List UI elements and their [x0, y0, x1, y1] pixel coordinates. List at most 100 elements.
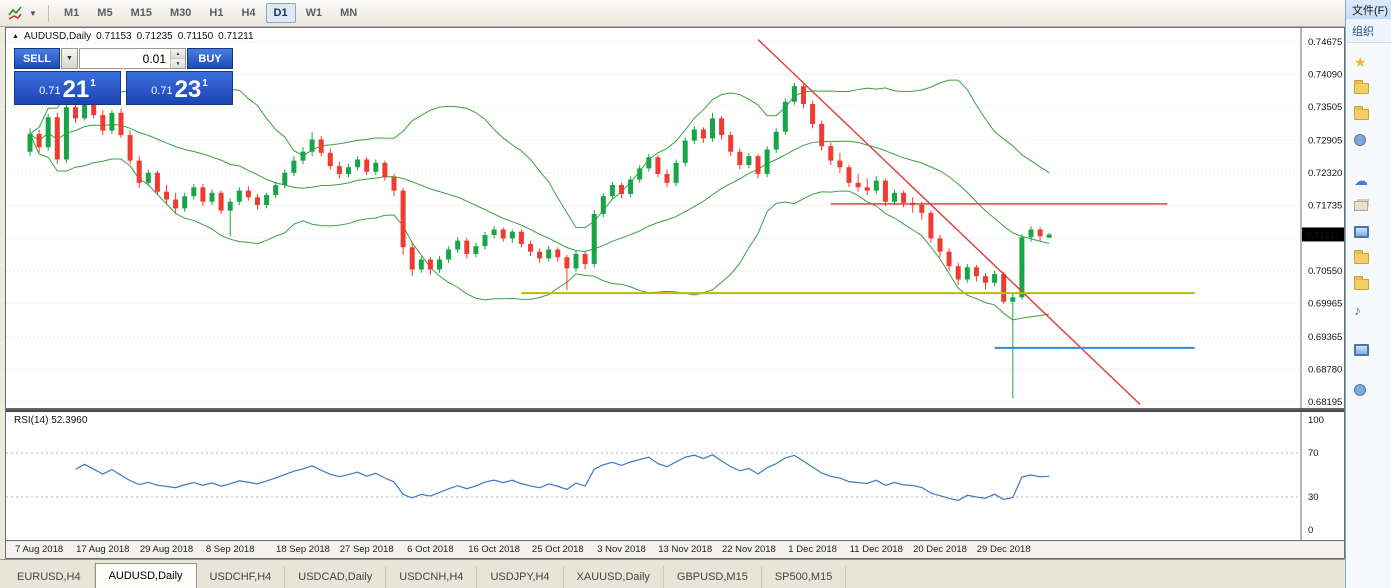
price-tick: 0.68195 [1308, 397, 1342, 408]
timeframe-button-m30[interactable]: M30 [162, 3, 199, 23]
rsi-tick: 70 [1308, 448, 1319, 459]
date-label: 8 Sep 2018 [205, 544, 255, 555]
lot-size-field[interactable]: 0.01 ▲ ▼ [79, 48, 186, 69]
sell-price-point: 1 [90, 78, 96, 89]
sell-button[interactable]: SELL [14, 48, 60, 69]
price-tick: 0.74675 [1308, 37, 1342, 48]
explorer-item-wps-cloud[interactable]: ☁ W [1354, 167, 1391, 193]
candles-layer [27, 82, 1052, 399]
timeframe-button-w1[interactable]: W1 [298, 3, 331, 23]
panel-resize-divider[interactable] [6, 408, 1344, 412]
date-label: 16 Oct 2018 [468, 544, 520, 555]
lot-decrease-button[interactable]: ▼ [171, 59, 185, 68]
explorer-item-recent-places[interactable] [1354, 127, 1391, 153]
explorer-item-favorites[interactable]: ★ [1354, 49, 1391, 75]
price-tick: 0.71735 [1308, 200, 1342, 211]
rsi-gridlines [6, 452, 1300, 498]
chart-marker-icon: ▲ [12, 33, 19, 40]
descending-trendline[interactable] [757, 38, 1141, 406]
timeframe-button-m15[interactable]: M15 [123, 3, 160, 23]
price-tick: 0.69365 [1308, 332, 1342, 343]
rsi-series [75, 454, 1050, 502]
price-scale: 0.74675 0.74090 0.73505 0.72905 0.72320 0.717… [1308, 37, 1342, 408]
buy-button[interactable]: BUY [187, 48, 233, 69]
cloud-letter-label: W [1358, 176, 1365, 183]
computer-icon [1354, 344, 1369, 356]
rsi-scale: 100 70 30 0 [1308, 415, 1324, 536]
chart-tab-xauusd-daily[interactable]: XAUUSD,Daily [564, 566, 664, 588]
one-click-trading-panel: SELL ▼ 0.01 ▲ ▼ BUY 0.71 21 [14, 48, 233, 105]
chart-tab-usdcnh-h4[interactable]: USDCNH,H4 [386, 566, 478, 588]
timeframe-button-d1[interactable]: D1 [265, 3, 296, 23]
network-icon [1354, 384, 1366, 396]
wps-cloud-icon: ☁ [1354, 172, 1368, 188]
rsi-tick: 100 [1308, 415, 1324, 426]
price-tick: 0.72905 [1308, 135, 1342, 146]
explorer-menu-file[interactable]: 文件(F) [1346, 0, 1391, 19]
ohlc-high: 0.71235 [136, 31, 173, 42]
chart-tool-icon[interactable] [6, 3, 24, 23]
sell-price-pips: 21 [62, 76, 90, 103]
explorer-item-downloads[interactable] [1354, 75, 1391, 101]
date-axis: 7 Aug 2018 17 Aug 2018 29 Aug 2018 8 Sep 20… [6, 540, 1344, 558]
chart-tab-usdchf-h4[interactable]: USDCHF,H4 [197, 566, 286, 588]
timeframe-button-mn[interactable]: MN [332, 3, 365, 23]
explorer-item-pictures[interactable] [1354, 245, 1391, 271]
buy-price-display[interactable]: 0.71 23 1 [126, 71, 233, 105]
date-label: 22 Nov 2018 [721, 544, 776, 555]
explorer-item-music[interactable]: ♪ [1354, 297, 1391, 323]
explorer-item-videos[interactable] [1354, 219, 1391, 245]
rsi-tick: 30 [1308, 492, 1319, 503]
price-tick: 0.72320 [1308, 168, 1342, 179]
recent-places-icon [1354, 134, 1366, 146]
lot-increase-button[interactable]: ▲ [171, 49, 185, 59]
sell-price-display[interactable]: 0.71 21 1 [14, 71, 121, 105]
date-label: 29 Dec 2018 [976, 544, 1031, 555]
pictures-folder-icon [1354, 249, 1369, 264]
main-chart[interactable]: 0.74675 0.74090 0.73505 0.72905 0.72320 0.717… [6, 28, 1344, 408]
chart-tab-usdjpy-h4[interactable]: USDJPY,H4 [477, 566, 564, 588]
rsi-chart[interactable]: 100 70 30 0 [6, 412, 1344, 540]
explorer-nav-list: ★ ☁ W ♪ [1346, 43, 1391, 403]
price-tick: 0.69965 [1308, 299, 1342, 310]
chart-tab-eurusd-h4[interactable]: EURUSD,H4 [4, 566, 95, 588]
date-label: 11 Dec 2018 [849, 544, 903, 555]
explorer-item-documents[interactable] [1354, 271, 1391, 297]
date-label: 13 Nov 2018 [658, 544, 713, 555]
chart-tab-gbpusd-m15[interactable]: GBPUSD,M15 [664, 566, 762, 588]
top-toolbar: ▼ M1 M5 M15 M30 H1 H4 D1 W1 MN [0, 0, 1345, 27]
timeframe-button-h4[interactable]: H4 [233, 3, 263, 23]
timeframe-button-h1[interactable]: H1 [201, 3, 231, 23]
date-label: 25 Oct 2018 [531, 544, 584, 555]
chart-tabs-bar: EURUSD,H4 AUDUSD,Daily USDCHF,H4 USDCAD,Dai… [0, 559, 1345, 588]
rsi-indicator-label: RSI(14) 52.3960 [14, 415, 88, 426]
lot-spinner: ▲ ▼ [170, 49, 185, 68]
chart-tab-sp500-m15[interactable]: SP500,M15 [762, 566, 847, 588]
music-note-icon: ♪ [1354, 302, 1361, 318]
chart-symbol-label: AUDUSD,Daily [23, 31, 92, 42]
date-label: 7 Aug 2018 [15, 544, 64, 555]
explorer-panel: 文件(F) 组织 ★ ☁ W ♪ [1345, 0, 1391, 588]
chart-tab-usdcad-daily[interactable]: USDCAD,Daily [285, 566, 387, 588]
buy-price-pips: 23 [174, 76, 202, 103]
rsi-tick: 0 [1308, 525, 1313, 536]
current-price-badge: 0.71211 [1302, 227, 1344, 242]
price-tick: 0.70550 [1308, 266, 1342, 277]
drawn-objects [521, 38, 1195, 406]
date-label: 18 Sep 2018 [276, 544, 330, 555]
chart-window: 0.74675 0.74090 0.73505 0.72905 0.72320 0.717… [5, 27, 1345, 559]
lot-dropdown-caret[interactable]: ▼ [61, 48, 78, 69]
lot-size-value[interactable]: 0.01 [142, 51, 166, 66]
ohlc-low: 0.71150 [177, 31, 214, 42]
explorer-item-computer[interactable] [1354, 337, 1391, 363]
date-label: 6 Oct 2018 [407, 544, 454, 555]
timeframe-button-m5[interactable]: M5 [89, 3, 120, 23]
chart-tool-dropdown-caret[interactable]: ▼ [24, 3, 42, 23]
explorer-item-network[interactable] [1354, 377, 1391, 403]
chart-tab-audusd-daily[interactable]: AUDUSD,Daily [94, 563, 197, 588]
explorer-item-desktop[interactable] [1354, 101, 1391, 127]
mt4-terminal: ▼ M1 M5 M15 M30 H1 H4 D1 W1 MN 0.74675 0.74090 0.7… [0, 0, 1345, 588]
explorer-organize-button[interactable]: 组织 [1346, 19, 1391, 43]
explorer-item-libraries[interactable] [1354, 193, 1391, 219]
timeframe-button-m1[interactable]: M1 [56, 3, 87, 23]
